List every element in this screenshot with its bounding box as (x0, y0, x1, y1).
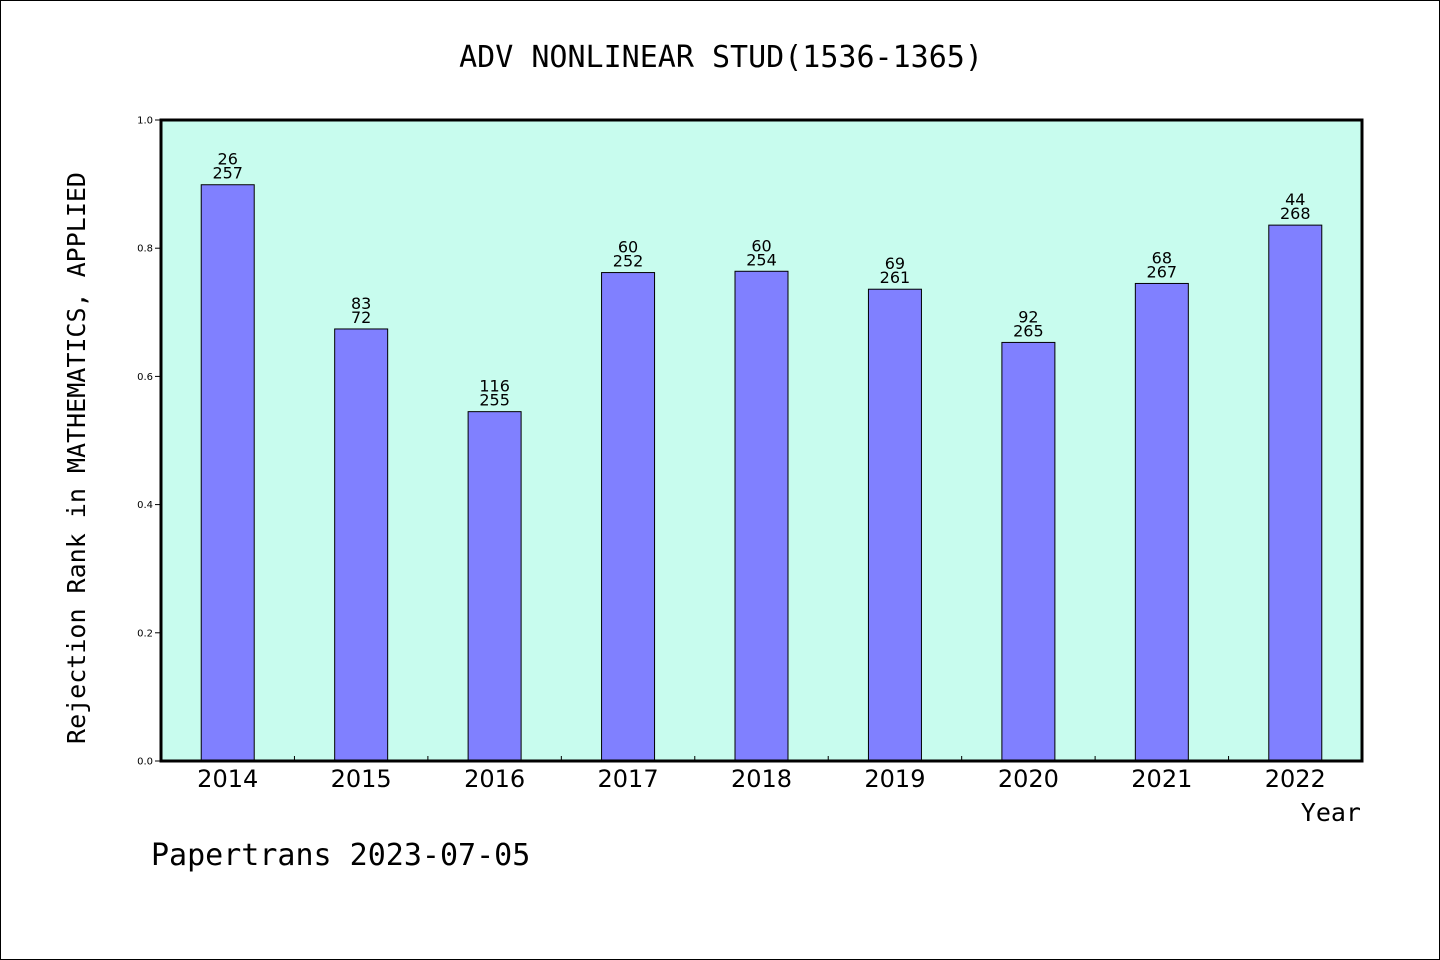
x-tick-label-2018: 2018 (731, 765, 792, 793)
bar-2015 (334, 328, 389, 762)
x-tick-label-2017: 2017 (598, 765, 659, 793)
bar-label-bottom-2019: 261 (880, 268, 911, 287)
bar-label-top-2020: 92 (1018, 307, 1038, 326)
bar-label-bottom-2017: 252 (613, 252, 644, 271)
bar-label-top-2016: 116 (479, 377, 510, 396)
x-tick-label-2014: 2014 (197, 765, 258, 793)
y-axis-label: Rejection Rank in MATHEMATICS, APPLIED (62, 172, 91, 744)
x-tick-label-2022: 2022 (1265, 765, 1326, 793)
bar-label-bottom-2014: 257 (212, 164, 243, 183)
bar-label-top-2018: 60 (751, 236, 771, 255)
x-tick-label-2016: 2016 (464, 765, 525, 793)
x-axis: 2014 2015 2016 2017 2018 2019 2020 2021 2022 (197, 756, 1326, 793)
bar-2022 (1268, 224, 1323, 762)
bar-2014 (200, 184, 255, 762)
y-tick-label-0.4: 0.4 (137, 500, 153, 511)
chart-title: ADV NONLINEAR STUD(1536-1365) (459, 40, 983, 75)
plot-frame (159, 118, 1364, 763)
bar-2017 (601, 272, 656, 762)
bar-label-top-2019: 69 (885, 254, 905, 273)
bar-label-top-2015: 83 (351, 294, 371, 313)
bars-group (200, 184, 1323, 762)
x-tick-label-2019: 2019 (864, 765, 925, 793)
bar-2020 (1001, 341, 1056, 762)
bar-label-top-2021: 68 (1152, 248, 1172, 267)
bar-2019 (867, 288, 922, 762)
bar-2021 (1134, 282, 1189, 762)
x-tick-label-2021: 2021 (1131, 765, 1192, 793)
y-axis: 0.0 0.2 0.4 0.6 0.8 1.0 (137, 116, 161, 768)
x-axis-label: Year (1301, 798, 1361, 827)
bar-label-top-2014: 26 (218, 150, 238, 169)
x-tick-label-2020: 2020 (998, 765, 1059, 793)
bar-2018 (734, 270, 789, 762)
y-tick-label-0.2: 0.2 (137, 628, 153, 639)
y-tick-label-0.6: 0.6 (137, 372, 153, 383)
bar-label-bottom-2016: 255 (479, 391, 510, 410)
bar-label-bottom-2021: 267 (1147, 262, 1178, 281)
bar-label-top-2017: 60 (618, 238, 638, 257)
bar-label-top-2022: 44 (1285, 190, 1305, 209)
x-tick-label-2015: 2015 (331, 765, 392, 793)
bar-label-bottom-2022: 268 (1280, 204, 1311, 223)
y-tick-label-0.8: 0.8 (137, 244, 153, 255)
bar-label-bottom-2018: 254 (746, 250, 777, 269)
bar-2016 (467, 411, 522, 762)
y-tick-label-1.0: 1.0 (137, 116, 153, 127)
footer-credit: Papertrans 2023-07-05 (151, 838, 530, 873)
y-tick-label-0.0: 0.0 (137, 757, 153, 768)
bar-label-bottom-2015: 72 (351, 308, 371, 327)
bar-label-bottom-2020: 265 (1013, 321, 1044, 340)
